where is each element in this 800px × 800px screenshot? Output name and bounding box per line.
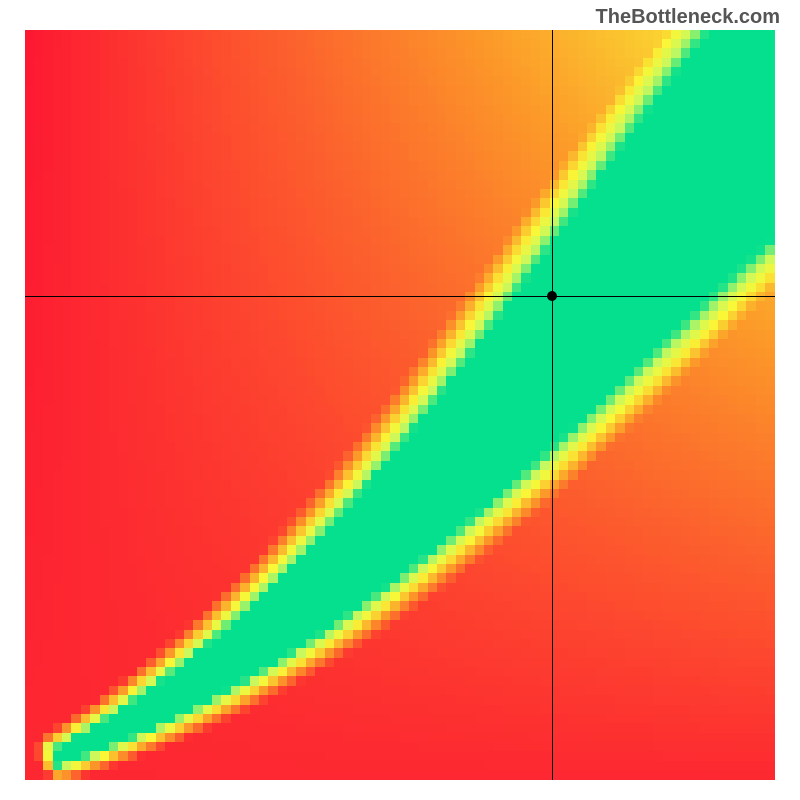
crosshair-horizontal <box>25 296 775 297</box>
crosshair-vertical <box>552 30 553 780</box>
watermark-label: TheBottleneck.com <box>596 6 780 29</box>
marker-dot <box>547 291 557 301</box>
heatmap-chart <box>25 30 775 780</box>
heatmap-canvas <box>25 30 775 780</box>
